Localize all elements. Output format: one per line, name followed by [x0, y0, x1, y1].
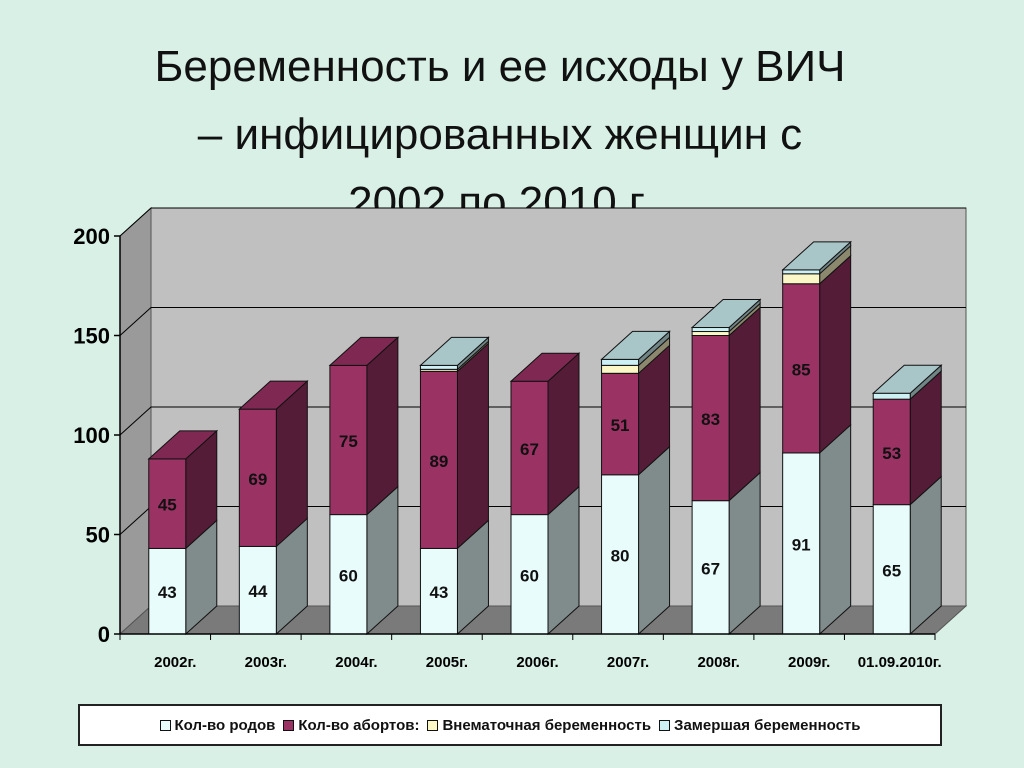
bar-top-1 [238, 380, 309, 410]
data-label-1-s0: 44 [248, 582, 267, 601]
legend-item-missed: Замершая беременность [659, 716, 861, 734]
bar-side-7-s1 [819, 254, 852, 455]
bar-4-s0 [510, 514, 549, 635]
x-tick-label-3: 2005г. [426, 654, 468, 671]
legend-label-ectopic: Внематочная беременность [442, 716, 652, 734]
data-label-2-s0: 60 [339, 566, 358, 585]
bar-3-s3 [419, 364, 458, 370]
bar-4-s1 [510, 380, 549, 516]
bar-top-4 [509, 352, 581, 382]
legend-item-abortions: Кол-во абортов: [283, 717, 419, 734]
legend-label-births: Кол-во родов [174, 716, 276, 734]
data-label-5-s1: 51 [611, 416, 630, 435]
bar-stack-3: 43 89 [419, 336, 490, 636]
legend-swatch-abortions [283, 719, 295, 731]
legend-swatch-missed [659, 719, 671, 731]
data-label-3-s1: 89 [429, 452, 448, 471]
bar-top-5 [600, 330, 671, 360]
x-tick-label-8: 01.09.2010г. [858, 654, 942, 671]
y-tick-label-100: 100 [73, 423, 110, 448]
bar-2-s1 [329, 364, 368, 516]
bar-side-2-s1 [366, 336, 399, 516]
gridline-150 [119, 307, 966, 336]
legend-item-ectopic: Внематочная беременность [427, 717, 651, 734]
bar-top-6 [690, 299, 762, 329]
bar-stack-8: 65 53 [871, 364, 943, 636]
bar-top-7 [781, 241, 852, 271]
data-label-0-s0: 43 [158, 583, 177, 602]
bar-stack-7: 91 85 [781, 240, 852, 636]
data-label-0-s1: 45 [158, 496, 177, 515]
bar-5-s2 [601, 364, 640, 374]
x-tick-label-4: 2006г. [516, 654, 558, 671]
bar-5-s3 [601, 358, 640, 366]
bar-6-s3 [691, 327, 730, 333]
bar-stack-5: 80 51 [600, 330, 671, 636]
y-tick-label-50: 50 [86, 523, 110, 548]
bar-stack-6: 67 83 [690, 298, 762, 636]
x-tick-label-2: 2004г. [335, 654, 377, 671]
data-label-7-s1: 85 [792, 360, 811, 379]
x-tick-label-0: 2002г. [154, 654, 196, 671]
data-label-6-s0: 67 [701, 559, 720, 578]
data-label-5-s0: 80 [611, 546, 630, 565]
bar-top-8 [871, 364, 943, 394]
bar-stack-2: 60 75 [328, 336, 400, 636]
bar-stack-1: 44 69 [238, 380, 309, 636]
bar-side-5-s0 [638, 445, 671, 636]
gridline-200 [119, 207, 966, 237]
bar-5-s1 [601, 372, 640, 476]
bar-1-s0 [238, 545, 277, 635]
chart-title: Беременность и ее исходы у ВИЧ – инфицир… [20, 33, 980, 237]
data-label-8-s0: 65 [882, 561, 901, 580]
bar-top-0 [147, 430, 219, 460]
data-label-6-s1: 83 [701, 410, 720, 429]
legend: Кол-во родов Кол-во абортов: Внематочная… [78, 704, 942, 746]
bar-side-7-s0 [819, 423, 852, 636]
legend-label-missed: Замершая беременность [674, 716, 861, 734]
bar-1-s1 [238, 408, 277, 547]
data-label-8-s1: 53 [882, 444, 901, 463]
x-tick-label-5: 2007г. [607, 654, 649, 671]
data-label-4-s1: 67 [520, 440, 539, 459]
bar-0-s1 [148, 458, 187, 549]
bar-side-3-s1 [456, 342, 489, 550]
bar-8-s0 [872, 504, 911, 635]
bar-stack-0: 43 45 [147, 429, 219, 636]
legend-item-births: Кол-во родов [159, 716, 276, 734]
bar-top-3 [419, 336, 490, 366]
y-tick-label-150: 150 [73, 324, 110, 349]
x-tick-label-1: 2003г. [245, 654, 287, 671]
data-label-4-s0: 60 [520, 566, 539, 585]
bar-6-s1 [691, 335, 730, 502]
bar-top-2 [328, 336, 400, 366]
bar-stack-4: 60 67 [509, 352, 581, 636]
bar-7-s2 [782, 273, 821, 285]
bar-side-6-s1 [728, 306, 761, 502]
bar-3-s1 [419, 370, 458, 549]
data-label-7-s0: 91 [792, 535, 811, 554]
y-axis: 0 50 100 150 200 [73, 224, 121, 647]
bar-6-s2 [691, 331, 730, 336]
data-label-3-s0: 43 [429, 583, 448, 602]
x-axis: 2002г. 2003г. 2004г. 2005г. 2006г. 2007г. 2008… [119, 633, 942, 671]
bar-side-1-s1 [275, 380, 308, 548]
data-label-2-s1: 75 [339, 432, 358, 451]
bar-7-s3 [782, 269, 821, 275]
legend-swatch-births [159, 719, 171, 731]
x-tick-label-7: 2009г. [788, 654, 830, 671]
bar-7-s1 [782, 283, 821, 454]
title-line-2: – инфицированных женщин с [197, 110, 803, 160]
legend-label-abortions: Кол-во абортов: [298, 716, 420, 734]
x-tick-label-6: 2008г. [697, 654, 739, 671]
y-tick-label-0: 0 [98, 622, 110, 647]
title-line-1: Беременность и ее исходы у ВИЧ [154, 42, 846, 92]
data-label-1-s1: 69 [248, 470, 267, 489]
legend-swatch-ectopic [427, 719, 439, 731]
y-tick-label-200: 200 [73, 224, 110, 249]
bar-8-s3 [872, 392, 911, 400]
